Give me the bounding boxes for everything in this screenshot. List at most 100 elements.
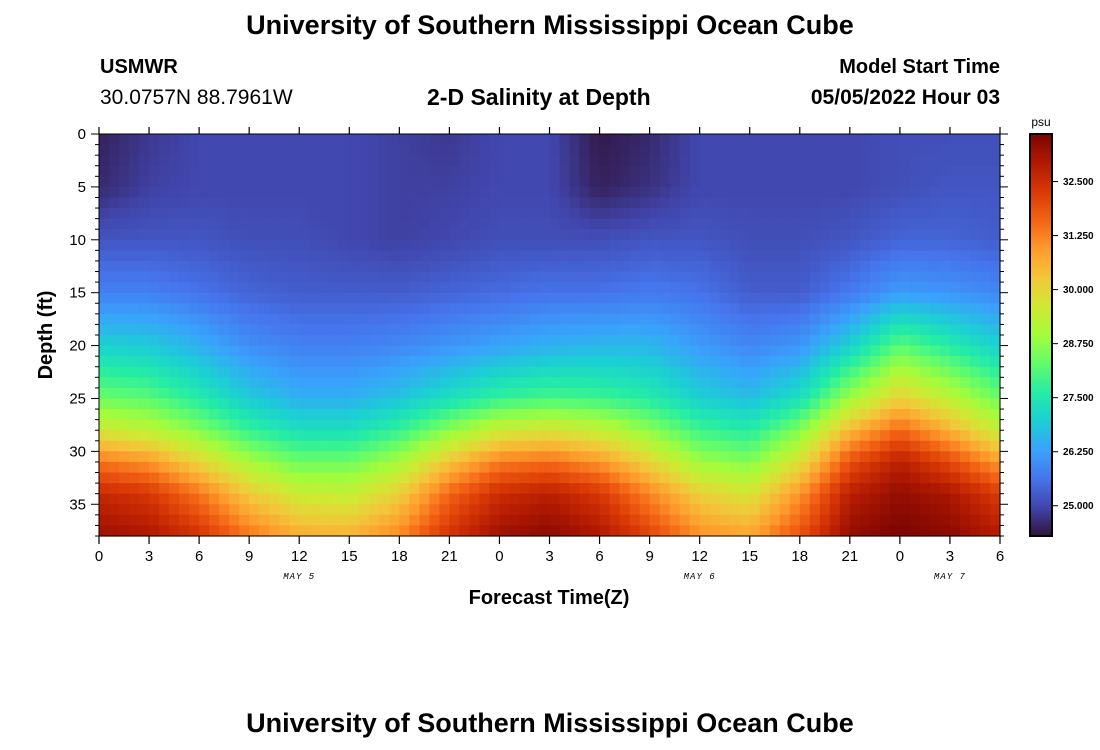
heatmap-cell [859, 366, 871, 378]
heatmap-cell [539, 144, 551, 156]
heatmap-cell [959, 282, 971, 294]
heatmap-cell [569, 292, 581, 304]
heatmap-cell [559, 451, 571, 463]
heatmap-cell [199, 483, 210, 495]
heatmap-cell [459, 218, 471, 230]
heatmap-cell [639, 356, 651, 368]
heatmap-cell [599, 292, 611, 304]
heatmap-cell [919, 250, 931, 262]
heatmap-cell [109, 504, 120, 516]
heatmap-cell [229, 504, 240, 516]
heatmap-cell [489, 461, 501, 474]
heatmap-cell [189, 472, 200, 484]
x-tick-label: 15 [341, 548, 358, 565]
heatmap-cell [909, 440, 921, 452]
x-tick-label: 21 [441, 548, 458, 565]
heatmap-cell [819, 250, 831, 262]
heatmap-cell [789, 292, 801, 304]
heatmap-cell [209, 303, 220, 315]
heatmap-cell [869, 377, 881, 389]
heatmap-cell [689, 176, 701, 188]
heatmap-cell [439, 155, 450, 167]
heatmap-cell [469, 451, 481, 463]
heatmap-cell [309, 186, 320, 199]
heatmap-cell [919, 208, 931, 220]
heatmap-cell [799, 197, 811, 209]
x-axis-title: Forecast Time(Z) [469, 587, 630, 609]
heatmap-cell [599, 239, 611, 251]
heatmap-cell [159, 377, 170, 389]
heatmap-cell [129, 493, 140, 505]
heatmap-cell [749, 303, 761, 315]
heatmap-cell [559, 430, 571, 442]
heatmap-cell [949, 419, 961, 431]
heatmap-cell [929, 335, 941, 347]
heatmap-cell [849, 387, 861, 400]
heatmap-cell [419, 356, 430, 368]
heatmap-cell [459, 250, 471, 262]
heatmap-cell [309, 176, 320, 188]
heatmap-cell [109, 335, 120, 347]
heatmap-cell [239, 440, 250, 452]
heatmap-cell [139, 303, 150, 315]
heatmap-cell [759, 461, 771, 474]
heatmap-cell [869, 176, 881, 188]
heatmap-cell [779, 398, 791, 410]
heatmap-cell [729, 165, 741, 177]
heatmap-cell [879, 186, 891, 199]
heatmap-cell [139, 514, 150, 527]
heatmap-cell [529, 282, 541, 294]
heatmap-cell [649, 504, 661, 516]
heatmap-cell [129, 398, 140, 410]
heatmap-cell [189, 239, 200, 251]
heatmap-cell [669, 144, 681, 156]
heatmap-cell [809, 165, 821, 177]
heatmap-cell [199, 324, 210, 336]
heatmap-cell [559, 472, 571, 484]
heatmap-cell [969, 324, 981, 336]
heatmap-cell [739, 504, 751, 516]
heatmap-cell [479, 409, 491, 421]
heatmap-cell [509, 165, 521, 177]
heatmap-cell [519, 504, 531, 516]
heatmap-cell [949, 356, 961, 368]
heatmap-cell [179, 208, 190, 220]
heatmap-cell [399, 134, 410, 146]
heatmap-cell [169, 461, 180, 474]
heatmap-cell [559, 229, 571, 241]
heatmap-cell [469, 271, 481, 283]
heatmap-cell [849, 419, 861, 431]
heatmap-cell [759, 292, 771, 304]
heatmap-cell [879, 239, 891, 251]
heatmap-cell [869, 514, 881, 527]
heatmap-cell [529, 165, 541, 177]
heatmap-cell [149, 282, 160, 294]
heatmap-cell [329, 514, 340, 527]
heatmap-cell [569, 239, 581, 251]
heatmap-cell [219, 504, 230, 516]
heatmap-cell [369, 483, 380, 495]
heatmap-cell [589, 165, 601, 177]
heatmap-cell [729, 451, 741, 463]
heatmap-cell [799, 493, 811, 505]
heatmap-cell [249, 303, 260, 315]
heatmap-cell [539, 239, 551, 251]
heatmap-cell [749, 398, 761, 410]
heatmap-cell [239, 398, 250, 410]
heatmap-cell [269, 282, 280, 294]
heatmap-cell [909, 303, 921, 315]
heatmap-cell [349, 303, 360, 315]
heatmap-cell [359, 356, 370, 368]
heatmap-cell [849, 176, 861, 188]
heatmap-cell [419, 144, 430, 156]
heatmap-cell [959, 197, 971, 209]
heatmap-cell [469, 377, 481, 389]
heatmap-cell [669, 398, 681, 410]
heatmap-cell [769, 409, 781, 421]
heatmap-cell [499, 356, 511, 368]
heatmap-cell [869, 324, 881, 336]
heatmap-cell [359, 440, 370, 452]
heatmap-cell [149, 155, 160, 167]
heatmap-cell [289, 313, 300, 326]
heatmap-cell [259, 409, 270, 421]
